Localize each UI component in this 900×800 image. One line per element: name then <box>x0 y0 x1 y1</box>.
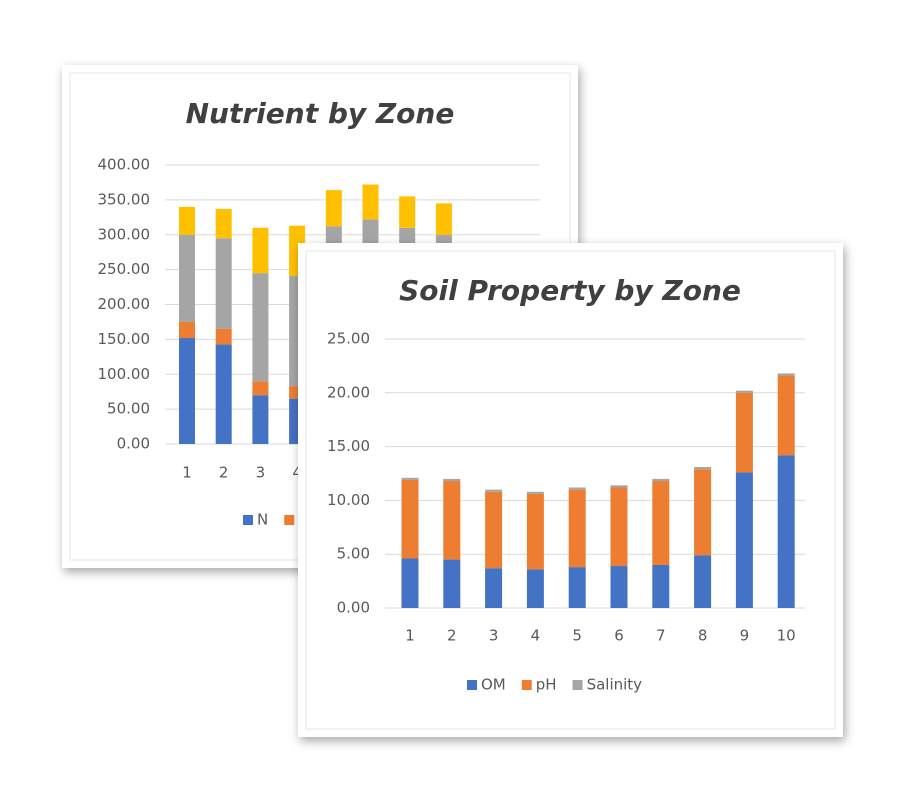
chart-title: Nutrient by Zone <box>186 97 455 130</box>
x-tick-label: 2 <box>219 464 229 482</box>
bar-segment <box>485 491 503 569</box>
x-tick-label: 3 <box>489 627 499 645</box>
y-tick-label: 300.00 <box>98 225 151 243</box>
bar-segment <box>215 238 232 329</box>
y-tick-label: 5.00 <box>337 545 370 563</box>
x-tick-label: 8 <box>698 627 708 645</box>
y-tick-label: 0.00 <box>117 435 150 453</box>
y-tick-label: 0.00 <box>337 599 370 617</box>
bar-segment <box>325 190 342 227</box>
card-border <box>305 250 836 730</box>
bar-segment <box>179 234 195 322</box>
bar-segment <box>401 558 419 608</box>
y-tick-label: 25.00 <box>327 330 370 348</box>
bar-segment <box>179 337 195 444</box>
x-tick-label: 5 <box>572 627 582 645</box>
y-tick-label: 150.00 <box>98 330 151 348</box>
bar-segment <box>694 555 712 608</box>
bar-segment <box>568 567 586 608</box>
bar-segment <box>485 568 503 608</box>
bar-segment <box>435 203 452 235</box>
bar-segment <box>652 481 670 565</box>
bar-segment <box>568 489 586 568</box>
bar-segment <box>179 206 195 235</box>
x-tick-label: 10 <box>777 627 796 645</box>
bar-segment <box>526 569 544 608</box>
legend-marker <box>467 680 477 690</box>
bar-segment <box>652 478 670 482</box>
x-tick-label: 9 <box>740 627 750 645</box>
bar-segment <box>735 390 753 393</box>
bar-segment <box>735 392 753 473</box>
bar-segment <box>443 478 461 482</box>
bar-segment <box>215 344 232 444</box>
bar-segment <box>215 328 232 345</box>
bar-segment <box>735 472 753 608</box>
y-tick-label: 350.00 <box>98 190 151 208</box>
x-tick-label: 3 <box>256 464 266 482</box>
bar-segment <box>652 564 670 608</box>
bar-segment <box>179 321 195 338</box>
legend-marker <box>243 515 253 525</box>
bar-segment <box>777 455 795 608</box>
x-tick-label: 1 <box>405 627 415 645</box>
bar-segment <box>252 227 269 274</box>
bar-segment <box>694 469 712 556</box>
bar-segment <box>777 375 795 456</box>
legend-label: Salinity <box>587 676 643 694</box>
x-tick-label: 4 <box>531 627 541 645</box>
bar-segment <box>694 467 712 470</box>
bar-segment <box>215 208 232 239</box>
bar-segment <box>610 485 628 488</box>
y-tick-label: 100.00 <box>98 365 151 383</box>
soil-chart: Soil Property by Zone 0.00 5.00 10.00 15.00 2… <box>298 243 843 737</box>
x-tick-label: 1 <box>182 464 192 482</box>
bar-segment <box>443 559 461 608</box>
bar-segment <box>610 487 628 567</box>
chart-title: Soil Property by Zone <box>399 274 741 307</box>
bar-segment <box>777 373 795 376</box>
x-tick-label: 2 <box>447 627 457 645</box>
bar-segment <box>568 487 586 490</box>
bar-segment <box>252 273 269 382</box>
bar-segment <box>401 477 419 480</box>
legend-label: N <box>257 511 268 529</box>
bar-segment <box>443 481 461 560</box>
y-tick-label: 20.00 <box>327 383 370 401</box>
x-tick-label: 6 <box>614 627 624 645</box>
bar-segment <box>399 196 416 228</box>
bar-segment <box>526 491 544 494</box>
x-tick-label: 7 <box>656 627 666 645</box>
bar-segment <box>526 493 544 570</box>
legend-label: pH <box>536 676 557 694</box>
y-tick-label: 15.00 <box>327 437 370 455</box>
bar-segment <box>401 479 419 559</box>
y-tick-label: 50.00 <box>107 400 150 418</box>
bar-segment <box>485 489 503 492</box>
legend-marker <box>572 680 583 690</box>
y-tick-label: 400.00 <box>98 156 151 174</box>
legend-marker <box>284 515 295 525</box>
bar-segment <box>252 381 269 396</box>
y-tick-label: 250.00 <box>98 260 151 278</box>
y-tick-label: 200.00 <box>98 295 151 313</box>
x-tick-label: 4 <box>292 464 302 482</box>
legend-label: OM <box>481 676 506 694</box>
bar-segment <box>610 566 628 608</box>
bar-segment <box>252 395 269 444</box>
y-tick-label: 10.00 <box>327 491 370 509</box>
bar-segment <box>362 184 379 220</box>
legend-marker <box>521 680 532 690</box>
